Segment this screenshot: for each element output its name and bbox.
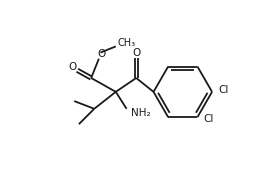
Text: O: O xyxy=(98,49,106,59)
Text: CH₃: CH₃ xyxy=(117,38,135,48)
Text: NH₂: NH₂ xyxy=(131,108,151,118)
Text: O: O xyxy=(69,62,77,72)
Text: Cl: Cl xyxy=(204,114,214,124)
Text: O: O xyxy=(132,48,140,58)
Text: Cl: Cl xyxy=(218,85,229,95)
